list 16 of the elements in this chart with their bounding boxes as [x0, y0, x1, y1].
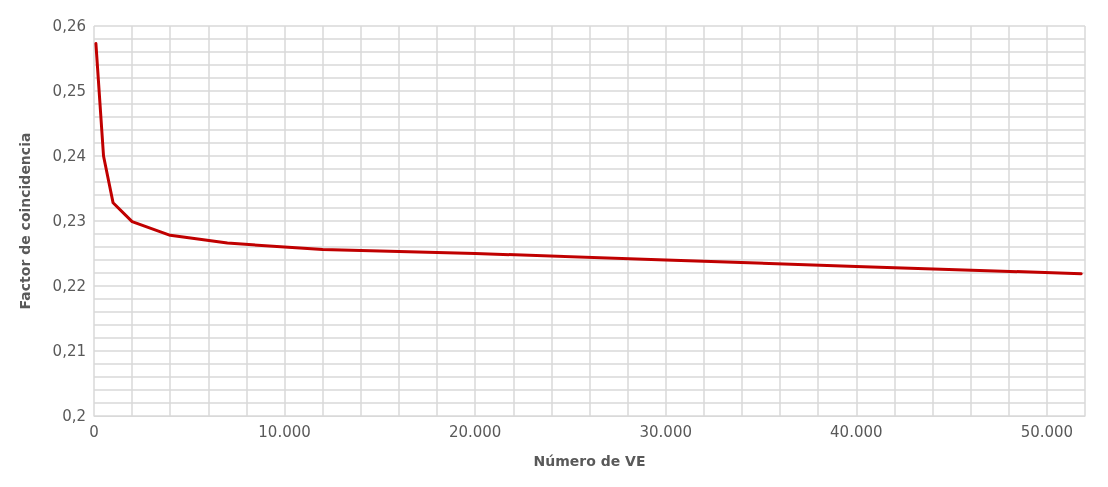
- x-tick-label: 10.000: [258, 422, 311, 441]
- y-tick-label: 0,24: [52, 147, 86, 165]
- y-tick-label: 0,21: [52, 342, 86, 360]
- y-tick-label: 0,26: [52, 17, 86, 35]
- y-tick-label: 0,2: [62, 407, 86, 425]
- x-tick-label: 0: [89, 422, 99, 441]
- x-tick-label: 50.000: [1020, 422, 1074, 441]
- y-tick-label: 0,22: [52, 277, 86, 295]
- y-tick-label: 0,23: [52, 212, 86, 230]
- y-tick-label: 0,25: [52, 82, 86, 100]
- x-axis-title: Número de VE: [533, 453, 646, 469]
- x-tick-label: 30.000: [639, 422, 692, 441]
- y-axis-title: Factor de coincidencia: [17, 132, 33, 310]
- line-series: [94, 42, 1083, 276]
- x-tick-label: 40.000: [830, 422, 883, 441]
- x-tick-label: 20.000: [448, 422, 502, 441]
